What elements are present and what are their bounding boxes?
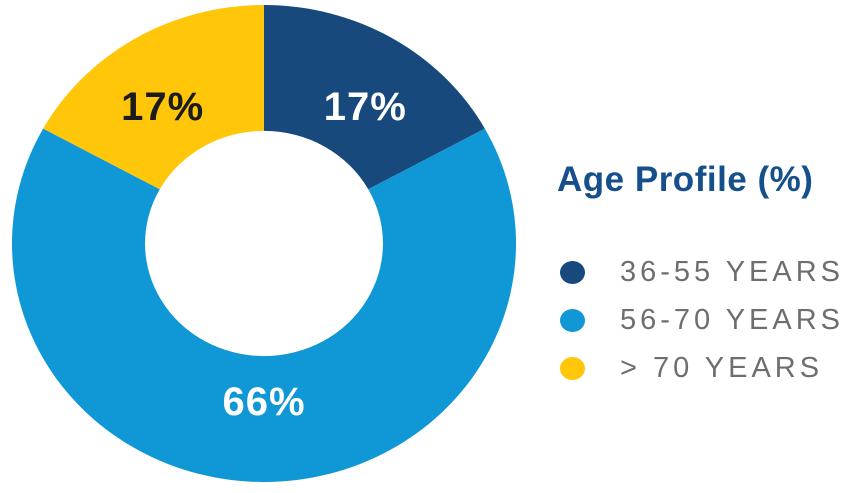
legend-item-label: > 70 YEARS xyxy=(620,351,824,384)
legend-swatch-icon xyxy=(560,356,585,380)
legend-title: Age Profile (%) xyxy=(557,160,814,199)
legend-items: 36-55 YEARS 56-70 YEARS > 70 YEARS xyxy=(560,248,844,392)
donut-slice-2 xyxy=(12,128,516,482)
legend-swatch-icon xyxy=(560,260,585,284)
legend-swatch-icon xyxy=(560,308,585,332)
donut-slice-1 xyxy=(264,5,485,190)
legend: Age Profile (%) 36-55 YEARS 56-70 YEARS > … xyxy=(557,160,853,382)
legend-item-3: > 70 YEARS xyxy=(560,344,844,392)
legend-item-2: 56-70 YEARS xyxy=(560,296,844,344)
slice-data-label-1: 17% xyxy=(323,85,407,129)
slice-data-label-3: 17% xyxy=(121,85,205,129)
donut-svg xyxy=(12,5,516,482)
donut-chart: 17% 66% 17% xyxy=(12,5,516,482)
legend-item-1: 36-55 YEARS xyxy=(560,248,844,296)
slice-data-label-2: 66% xyxy=(222,380,306,425)
donut-slice-3 xyxy=(43,5,264,190)
legend-item-label: 36-55 YEARS xyxy=(620,255,845,288)
legend-item-label: 56-70 YEARS xyxy=(620,303,845,336)
